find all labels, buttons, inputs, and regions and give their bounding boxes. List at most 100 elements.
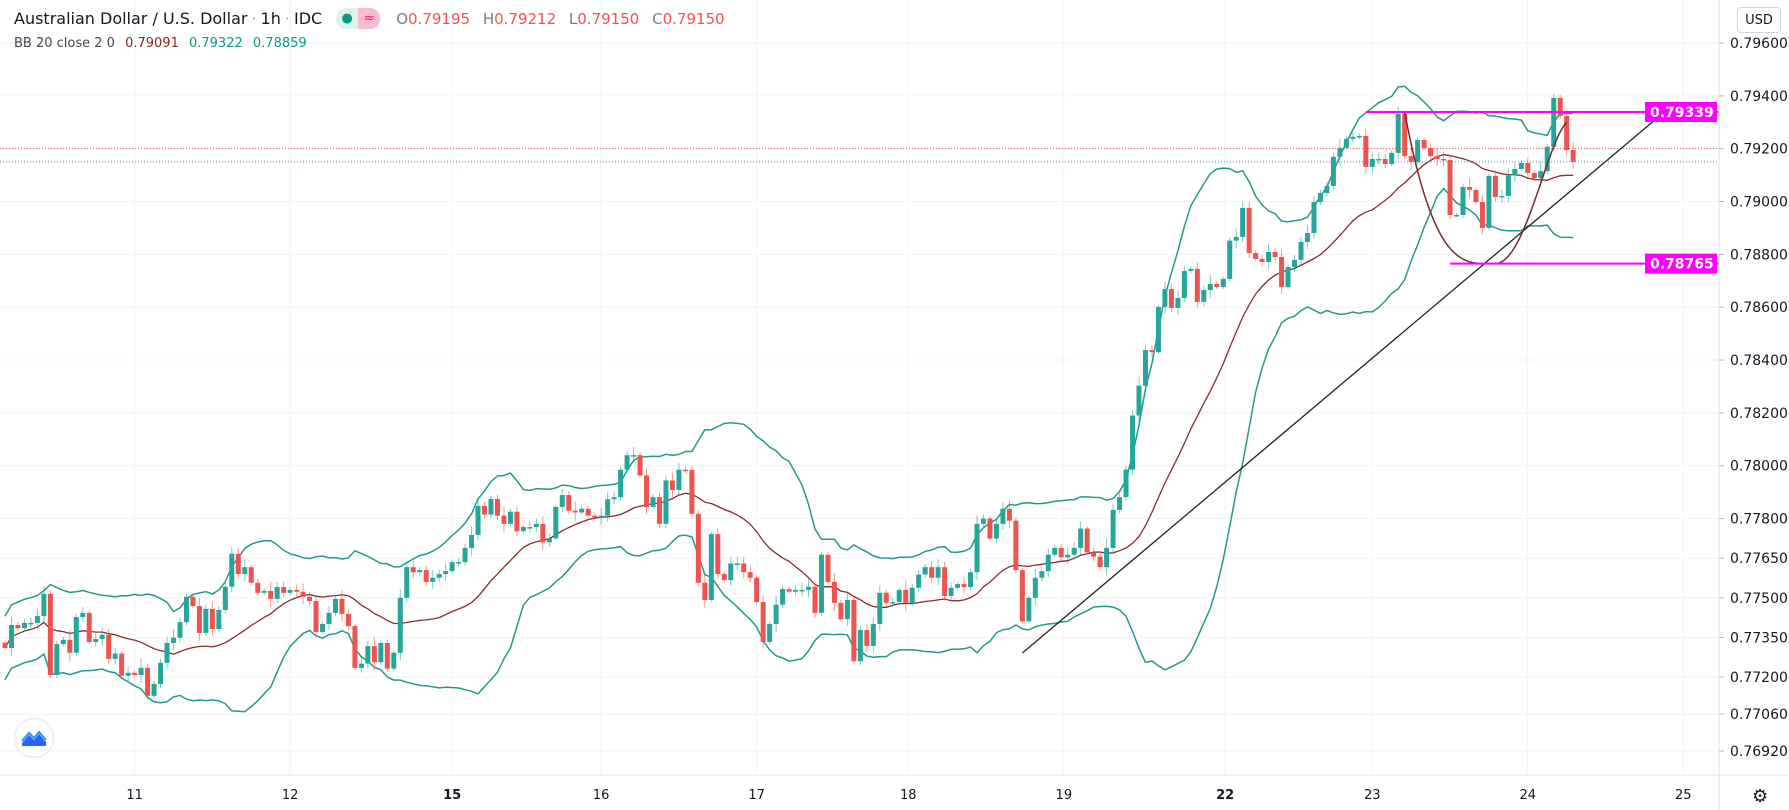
candle-up bbox=[1136, 385, 1142, 416]
candle-down bbox=[313, 600, 319, 632]
approx-icon: ≈ bbox=[358, 8, 381, 29]
tradingview-logo[interactable] bbox=[14, 718, 54, 758]
candle-up bbox=[650, 497, 656, 507]
candle-down bbox=[1013, 520, 1019, 571]
candle-up bbox=[404, 567, 410, 598]
candle-up bbox=[974, 523, 980, 573]
candle-up bbox=[1142, 350, 1148, 386]
candle-up bbox=[1518, 162, 1524, 170]
x-tick-label: 15 bbox=[443, 788, 461, 803]
candle-up bbox=[968, 572, 974, 587]
candle-up bbox=[449, 562, 455, 572]
candle-up bbox=[1317, 193, 1323, 203]
candle-up bbox=[164, 642, 170, 663]
candle-up bbox=[598, 515, 604, 518]
candle-up bbox=[780, 589, 786, 605]
currency-button[interactable]: USD bbox=[1737, 7, 1781, 33]
candle-down bbox=[86, 612, 92, 642]
candle-up bbox=[546, 538, 552, 543]
candle-down bbox=[592, 515, 598, 518]
candle-up bbox=[34, 616, 40, 623]
candle-up bbox=[177, 622, 183, 638]
candle-up bbox=[274, 586, 280, 599]
candle-down bbox=[929, 567, 935, 578]
x-tick-label: 11 bbox=[126, 788, 143, 803]
bb-indicator-legend[interactable]: BB 20 close 2 0 0.79091 0.79322 0.78859 bbox=[14, 36, 307, 51]
candle-up bbox=[170, 637, 176, 643]
candle-up bbox=[320, 623, 326, 632]
y-tick-label: 0.76920 bbox=[1730, 744, 1788, 760]
symbol-title[interactable]: Australian Dollar / U.S. Dollar bbox=[14, 9, 248, 28]
candle-up bbox=[1188, 268, 1194, 272]
candle-down bbox=[1525, 162, 1531, 173]
x-tick-label: 16 bbox=[593, 788, 610, 803]
candle-down bbox=[196, 606, 202, 633]
candle-up bbox=[1350, 136, 1356, 139]
candle-up bbox=[1130, 415, 1136, 470]
candle-down bbox=[1531, 172, 1537, 179]
candle-up bbox=[216, 609, 222, 629]
status-pill[interactable]: ● ≈ bbox=[336, 8, 381, 29]
candle-down bbox=[119, 653, 125, 676]
candle-down bbox=[1168, 288, 1174, 308]
candle-up bbox=[21, 622, 27, 629]
candle-down bbox=[1479, 202, 1485, 228]
candle-up bbox=[1512, 169, 1518, 176]
ohlc-values: O0.79195 H0.79212 L0.79150 C0.79150 bbox=[396, 10, 732, 28]
y-tick-label: 0.79000 bbox=[1730, 195, 1788, 211]
candle-down bbox=[741, 563, 747, 573]
candle-up bbox=[1389, 152, 1395, 165]
candle-up bbox=[935, 567, 941, 578]
candle-up bbox=[980, 518, 986, 524]
x-tick-label: 12 bbox=[282, 788, 299, 803]
x-tick-label: 19 bbox=[1056, 788, 1073, 803]
candle-down bbox=[209, 608, 215, 629]
candle-down bbox=[339, 598, 345, 614]
candle-up bbox=[1395, 113, 1401, 153]
candle-up bbox=[378, 642, 384, 663]
candle-up bbox=[469, 534, 475, 548]
candle-up bbox=[844, 599, 850, 620]
candle-up bbox=[1220, 278, 1226, 288]
candle-down bbox=[1421, 139, 1427, 148]
y-tick-label: 0.77350 bbox=[1730, 630, 1788, 646]
candle-up bbox=[1155, 306, 1161, 353]
candle-down bbox=[702, 582, 708, 600]
y-tick-label: 0.78200 bbox=[1730, 406, 1788, 422]
candle-up bbox=[430, 577, 436, 582]
y-tick-label: 0.79600 bbox=[1730, 36, 1788, 52]
candle-down bbox=[644, 475, 650, 507]
x-tick-label: 24 bbox=[1520, 788, 1537, 803]
candle-up bbox=[1065, 554, 1071, 558]
candle-down bbox=[371, 646, 377, 663]
candle-up bbox=[488, 499, 494, 515]
candle-up bbox=[28, 622, 34, 625]
bollinger-bands bbox=[4, 85, 1574, 713]
candle-down bbox=[1408, 156, 1414, 162]
candle-up bbox=[1162, 288, 1168, 307]
y-tick-label: 0.78600 bbox=[1730, 300, 1788, 316]
candle-up bbox=[456, 562, 462, 564]
candle-up bbox=[1052, 547, 1058, 555]
candle-up bbox=[1175, 297, 1181, 308]
candle-up bbox=[1538, 171, 1544, 179]
bb-upper-value: 0.79322 bbox=[188, 36, 243, 51]
candle-up bbox=[125, 672, 131, 676]
candle-up bbox=[229, 553, 235, 587]
interval-label[interactable]: 1h bbox=[260, 9, 281, 28]
time-axis[interactable]: 11 12 15 16 17 18 19 22 23 24 25 bbox=[126, 788, 1691, 803]
candle-down bbox=[961, 584, 967, 587]
candle-up bbox=[611, 497, 617, 500]
candle-up bbox=[890, 602, 896, 604]
price-axis[interactable]: 0.79600 0.79400 0.79200 0.79000 0.78800 0.786… bbox=[1719, 36, 1788, 760]
candle-down bbox=[501, 515, 507, 524]
y-tick-label: 0.79400 bbox=[1730, 89, 1788, 105]
candle-up bbox=[559, 495, 565, 507]
gear-icon[interactable]: ⚙ bbox=[1752, 786, 1769, 807]
exchange-label: IDC bbox=[293, 9, 323, 28]
candle-up bbox=[1071, 547, 1077, 555]
candle-down bbox=[1382, 158, 1388, 165]
candle-up bbox=[818, 554, 824, 613]
candle-up bbox=[1000, 508, 1006, 524]
